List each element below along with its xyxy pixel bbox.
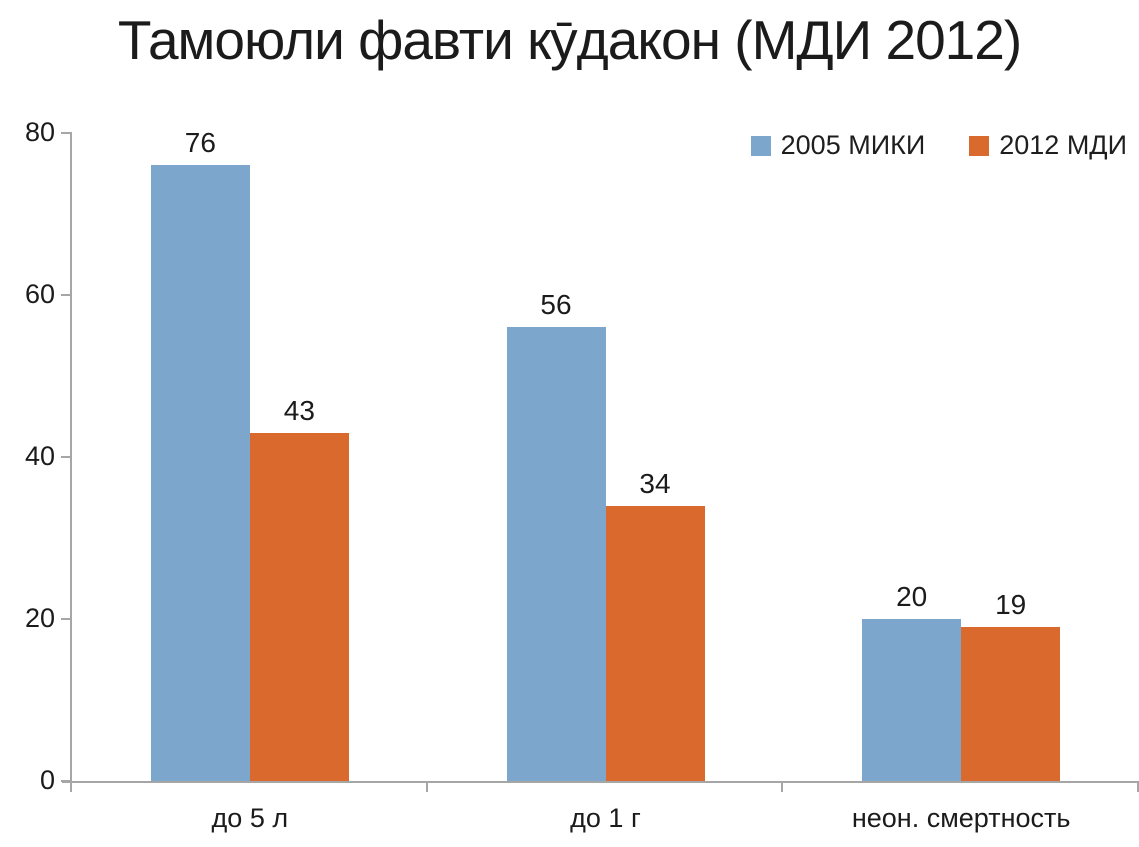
- y-axis-tick: [61, 618, 72, 620]
- x-axis-tick: [781, 781, 783, 792]
- y-axis-tick-label: 40: [24, 440, 55, 471]
- legend-item: 2005 МИКИ: [750, 130, 926, 161]
- legend-swatch-icon: [750, 135, 771, 156]
- bar: [506, 327, 606, 781]
- category-label: до 5 л: [211, 803, 289, 833]
- x-axis-tick: [1137, 781, 1139, 792]
- y-axis-tick-label: 0: [39, 764, 55, 795]
- bar: [961, 627, 1061, 781]
- bar-value-label: 76: [184, 127, 216, 158]
- y-axis-tick: [61, 456, 72, 458]
- legend-item: 2012 МДИ: [969, 130, 1127, 161]
- bar: [605, 506, 705, 781]
- legend-swatch-icon: [969, 135, 990, 156]
- category-label: до 1 г: [570, 803, 641, 833]
- y-axis-tick-label: 80: [24, 116, 55, 147]
- legend-label: 2005 МИКИ: [780, 130, 926, 160]
- bar: [249, 433, 349, 781]
- category-label: неон. смертность: [851, 803, 1071, 833]
- legend-label: 2012 МДИ: [999, 130, 1127, 160]
- chart-title: Тамоюли фавти кӯдакон (МДИ 2012): [117, 9, 1022, 71]
- x-axis-tick: [426, 781, 428, 792]
- y-axis-tick-label: 20: [24, 602, 55, 633]
- bar: [862, 619, 962, 781]
- chart-legend: 2005 МИКИ 2012 МДИ: [750, 130, 1127, 161]
- bar-value-label: 19: [995, 589, 1027, 620]
- bar-value-label: 20: [896, 581, 928, 612]
- bar-value-label: 34: [639, 468, 671, 499]
- bar-value-label: 43: [283, 395, 315, 426]
- x-axis-line: [62, 781, 1139, 783]
- y-axis-tick: [61, 780, 72, 782]
- bar: [150, 165, 250, 781]
- bar-value-label: 56: [540, 289, 572, 320]
- y-axis-tick: [61, 294, 72, 296]
- y-axis-tick: [61, 132, 72, 134]
- x-axis-tick: [70, 781, 72, 792]
- y-axis-tick-label: 60: [24, 278, 55, 309]
